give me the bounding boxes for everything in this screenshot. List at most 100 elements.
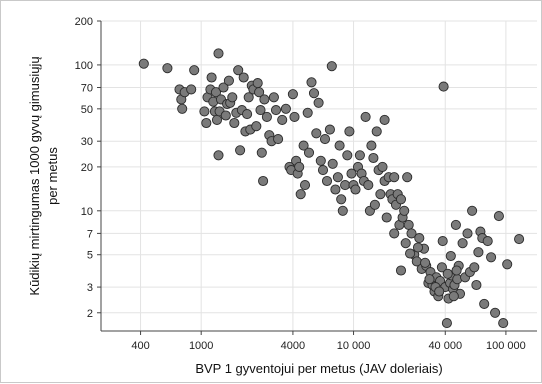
data-point [389, 228, 400, 239]
data-point [381, 212, 392, 223]
data-point [138, 58, 149, 69]
data-point [227, 92, 238, 103]
data-point [218, 82, 229, 93]
data-point [280, 103, 291, 114]
data-point [377, 161, 388, 172]
data-point [255, 105, 266, 116]
data-point [287, 89, 298, 100]
data-point [469, 262, 480, 273]
data-point [199, 106, 210, 117]
data-point [294, 161, 305, 172]
data-point [467, 205, 478, 216]
data-point [162, 63, 173, 74]
data-point [189, 65, 200, 76]
x-tick-label: 100 000 [486, 340, 526, 352]
data-point [206, 72, 217, 83]
data-point [399, 205, 410, 216]
data-point [471, 279, 482, 291]
data-point [514, 234, 525, 245]
data-point [337, 205, 348, 216]
data-point [211, 114, 223, 125]
data-point [375, 189, 386, 200]
data-point [445, 250, 456, 262]
data-point [450, 219, 461, 230]
y-tick-label: 2 [87, 308, 93, 320]
data-point [268, 92, 279, 103]
data-point [319, 134, 331, 145]
data-point [332, 172, 343, 183]
data-point [395, 265, 407, 276]
y-tick-label: 30 [81, 136, 93, 148]
data-point [420, 257, 431, 268]
y-tick-label: 70 [81, 83, 93, 95]
data-point [210, 87, 222, 98]
data-point [441, 318, 452, 329]
data-point [436, 262, 447, 273]
data-point [490, 307, 501, 318]
data-point [233, 65, 244, 76]
data-point [479, 298, 490, 309]
y-tick-label: 5 [87, 250, 93, 262]
data-point [405, 248, 416, 259]
data-point [438, 81, 449, 92]
data-point [457, 238, 468, 249]
data-point [321, 175, 333, 187]
data-point [498, 318, 509, 329]
data-point [360, 111, 371, 122]
data-point [330, 184, 341, 195]
data-point [261, 111, 272, 122]
data-point [220, 110, 231, 121]
data-point [379, 114, 390, 125]
y-tick-label: 10 [81, 206, 93, 218]
x-tick-label: 1000 [189, 340, 213, 352]
data-point [298, 140, 309, 151]
data-point [295, 189, 306, 200]
y-tick-label: 100 [75, 60, 93, 72]
data-point [254, 87, 265, 98]
data-point [243, 92, 254, 103]
data-point [302, 107, 313, 118]
data-point [273, 134, 284, 145]
data-point [324, 124, 335, 135]
data-point [259, 94, 270, 105]
data-point [177, 103, 188, 114]
data-point [213, 48, 224, 59]
y-tick-label: 50 [81, 104, 93, 116]
data-point [340, 180, 351, 191]
data-point [242, 109, 253, 120]
data-point [256, 147, 267, 158]
data-point [473, 247, 484, 258]
data-point [201, 117, 212, 129]
data-point [434, 286, 445, 297]
data-point [313, 97, 324, 108]
data-point [317, 165, 329, 176]
y-tick-label: 7 [87, 228, 93, 240]
data-point [448, 291, 459, 302]
data-point [502, 259, 513, 270]
data-point [371, 126, 382, 137]
data-point [251, 121, 262, 132]
data-point [334, 140, 345, 151]
data-point [306, 77, 317, 88]
data-point [354, 150, 365, 161]
data-point [336, 194, 347, 205]
data-point [493, 211, 504, 222]
data-point [270, 105, 282, 116]
data-point [451, 265, 462, 276]
data-point [442, 268, 453, 279]
data-point [389, 172, 400, 183]
data-point [235, 145, 246, 156]
data-point [437, 236, 448, 247]
data-point [400, 238, 411, 249]
data-point [327, 158, 338, 169]
data-point [223, 75, 234, 86]
data-point [402, 172, 413, 183]
data-point [277, 114, 288, 125]
data-point [414, 233, 425, 244]
data-point [326, 61, 337, 72]
y-tick-label: 200 [75, 16, 93, 28]
data-point [289, 111, 300, 122]
data-point [369, 199, 380, 210]
